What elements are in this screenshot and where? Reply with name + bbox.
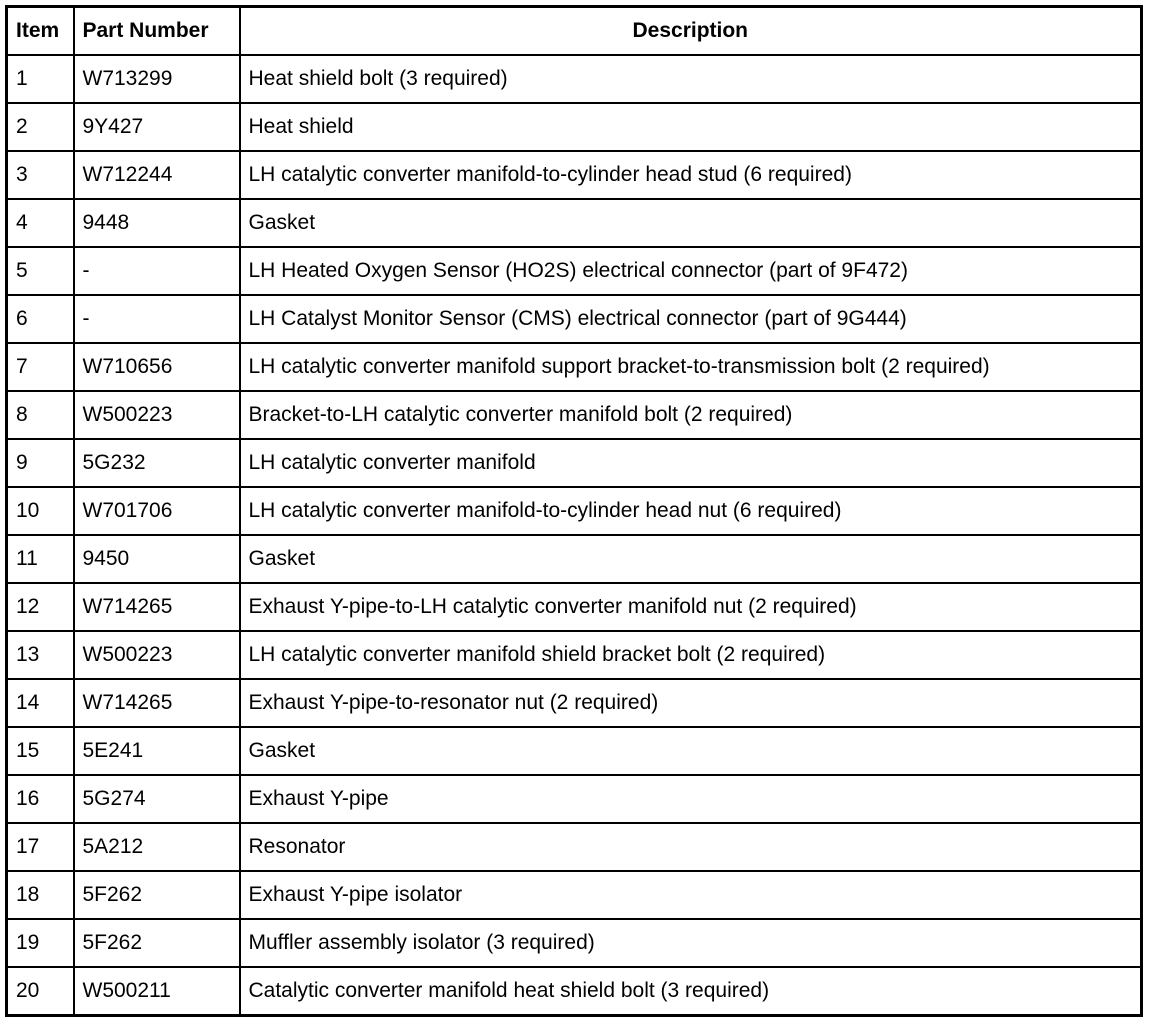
part-number-cell: 5F262 [72, 918, 241, 968]
description-cell: Exhaust Y-pipe isolator [238, 870, 1143, 920]
part-number-cell: - [72, 294, 241, 344]
item-cell: 15 [5, 726, 75, 776]
table-row: 7 W710656 LH catalytic converter manifold … [5, 342, 1143, 392]
part-number-cell: 5G274 [72, 774, 241, 824]
item-cell: 19 [5, 918, 75, 968]
table-row: 16 5G274 Exhaust Y-pipe [5, 774, 1143, 824]
description-cell: Exhaust Y-pipe [238, 774, 1143, 824]
part-number-cell: W713299 [72, 54, 241, 104]
item-cell: 3 [5, 150, 75, 200]
item-cell: 17 [5, 822, 75, 872]
description-cell: Resonator [238, 822, 1143, 872]
description-cell: Exhaust Y-pipe-to-LH catalytic converter… [238, 582, 1143, 632]
table-row: 12 W714265 Exhaust Y-pipe-to-LH catalytic … [5, 582, 1143, 632]
table-row: 10 W701706 LH catalytic converter manifold… [5, 486, 1143, 536]
header-part-number: Part Number [72, 5, 241, 56]
header-item: Item [5, 5, 75, 56]
item-cell: 10 [5, 486, 75, 536]
item-cell: 13 [5, 630, 75, 680]
description-cell: LH catalytic converter manifold shield b… [238, 630, 1143, 680]
item-cell: 16 [5, 774, 75, 824]
part-number-cell: 9448 [72, 198, 241, 248]
item-cell: 18 [5, 870, 75, 920]
table-row: 6- LH Catalyst Monitor Sensor (CMS) elect… [5, 294, 1143, 344]
description-cell: LH catalytic converter manifold [238, 438, 1143, 488]
table-row: 4 9448 Gasket [5, 198, 1143, 248]
part-number-cell: 5E241 [72, 726, 241, 776]
table-row: 14 W714265 Exhaust Y-pipe-to-resonator nut… [5, 678, 1143, 728]
part-number-cell: W714265 [72, 582, 241, 632]
table-row: 18 5F262 Exhaust Y-pipe isolator [5, 870, 1143, 920]
header-description: Description [238, 5, 1143, 56]
description-cell: Gasket [238, 726, 1143, 776]
description-cell: Bracket-to-LH catalytic converter manifo… [238, 390, 1143, 440]
table-row: 8 W500223 Bracket-to-LH catalytic converte… [5, 390, 1143, 440]
part-number-cell: W712244 [72, 150, 241, 200]
part-number-cell: W500223 [72, 630, 241, 680]
item-cell: 14 [5, 678, 75, 728]
description-cell: Heat shield [238, 102, 1143, 152]
description-cell: Muffler assembly isolator (3 required) [238, 918, 1143, 968]
item-cell: 12 [5, 582, 75, 632]
part-number-cell: W710656 [72, 342, 241, 392]
description-cell: LH Heated Oxygen Sensor (HO2S) electrica… [238, 246, 1143, 296]
table-row: 5- LH Heated Oxygen Sensor (HO2S) electri… [5, 246, 1143, 296]
table-row: 13 W500223 LH catalytic converter manifold… [5, 630, 1143, 680]
part-number-cell: 5A212 [72, 822, 241, 872]
item-cell: 9 [5, 438, 75, 488]
table-row: 11 9450 Gasket [5, 534, 1143, 584]
item-cell: 5 [5, 246, 75, 296]
part-number-cell: W714265 [72, 678, 241, 728]
item-cell: 2 [5, 102, 75, 152]
description-cell: Gasket [238, 198, 1143, 248]
description-cell: LH Catalyst Monitor Sensor (CMS) electri… [238, 294, 1143, 344]
item-cell: 7 [5, 342, 75, 392]
item-cell: 20 [5, 966, 75, 1017]
item-cell: 6 [5, 294, 75, 344]
description-cell: LH catalytic converter manifold-to-cylin… [238, 150, 1143, 200]
table-row: 2 9Y427 Heat shield [5, 102, 1143, 152]
description-cell: Gasket [238, 534, 1143, 584]
part-number-cell: W500223 [72, 390, 241, 440]
part-number-cell: 5G232 [72, 438, 241, 488]
part-number-cell: 5F262 [72, 870, 241, 920]
item-cell: 11 [5, 534, 75, 584]
table-row: 20 W500211 Catalytic converter manifold he… [5, 966, 1143, 1017]
header-row: Item Part Number Description [5, 5, 1143, 56]
description-cell: LH catalytic converter manifold support … [238, 342, 1143, 392]
description-cell: Catalytic converter manifold heat shield… [238, 966, 1143, 1017]
parts-table: Item Part Number Description 1 W713299 Hea… [5, 5, 1143, 1017]
table-row: 1 W713299 Heat shield bolt (3 required) [5, 54, 1143, 104]
description-cell: Exhaust Y-pipe-to-resonator nut (2 requi… [238, 678, 1143, 728]
part-number-cell: 9450 [72, 534, 241, 584]
part-number-cell: W500211 [72, 966, 241, 1017]
table-row: 19 5F262 Muffler assembly isolator (3 requ… [5, 918, 1143, 968]
table-row: 3 W712244 LH catalytic converter manifold-… [5, 150, 1143, 200]
description-cell: Heat shield bolt (3 required) [238, 54, 1143, 104]
item-cell: 1 [5, 54, 75, 104]
part-number-cell: W701706 [72, 486, 241, 536]
item-cell: 8 [5, 390, 75, 440]
description-cell: LH catalytic converter manifold-to-cylin… [238, 486, 1143, 536]
table-row: 15 5E241 Gasket [5, 726, 1143, 776]
table-row: 9 5G232 LH catalytic converter manifold [5, 438, 1143, 488]
table-row: 17 5A212 Resonator [5, 822, 1143, 872]
part-number-cell: - [72, 246, 241, 296]
item-cell: 4 [5, 198, 75, 248]
part-number-cell: 9Y427 [72, 102, 241, 152]
